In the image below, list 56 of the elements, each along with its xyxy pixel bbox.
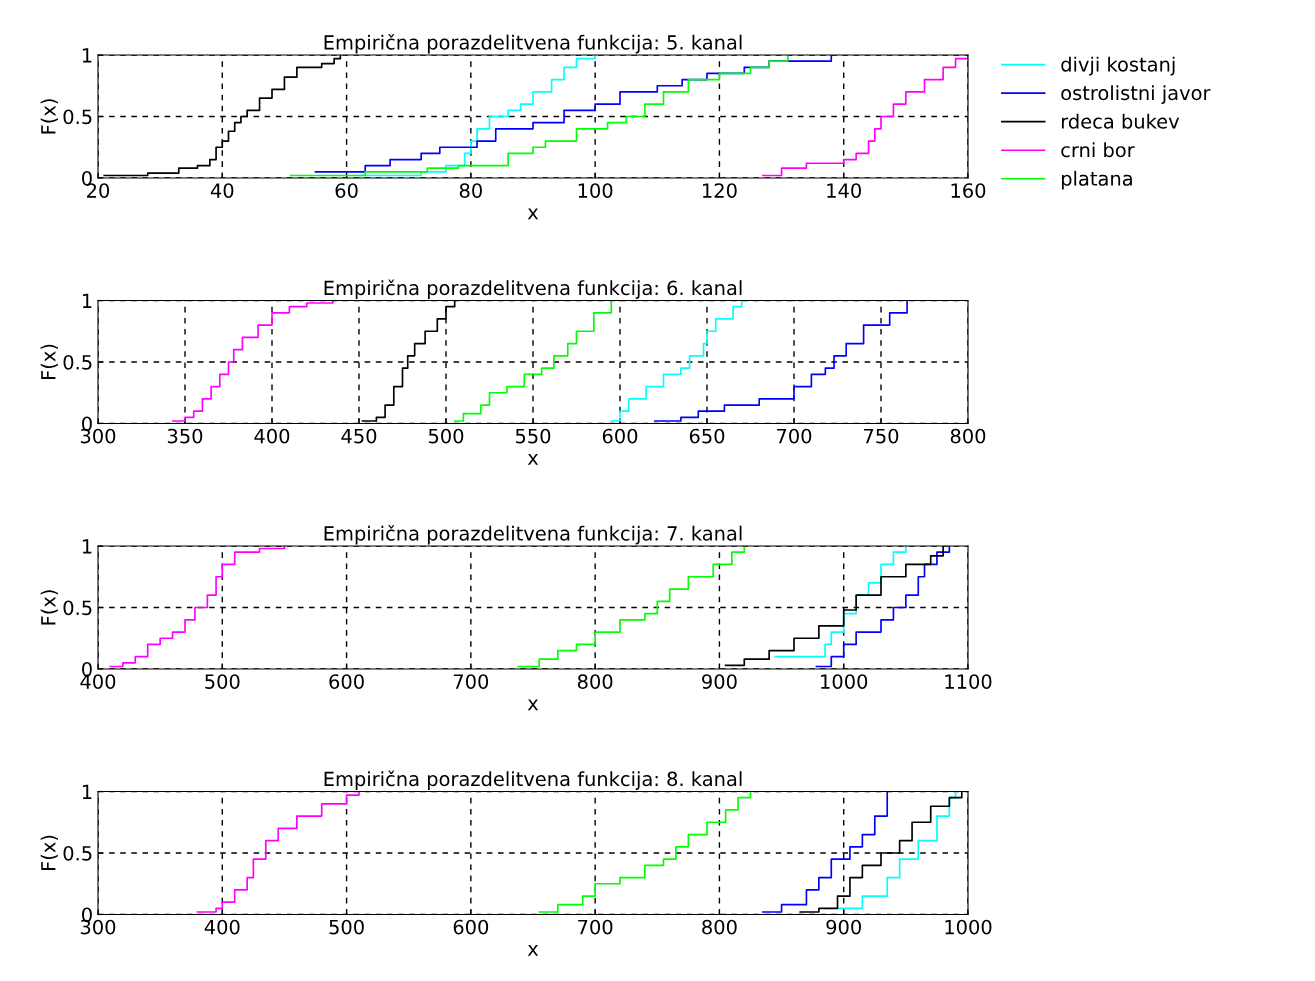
x-tick-label: 800	[577, 674, 613, 689]
x-tick-label: 1100	[945, 674, 992, 689]
x-tick-label: 600	[329, 674, 364, 689]
y-tick-label: 0.5	[63, 600, 92, 616]
x-axis-title: x	[527, 699, 539, 711]
chart-title: Empirična porazdelitvena funkcija: 8. kanal	[324, 770, 742, 790]
y-tick-label: 0.5	[63, 354, 92, 370]
y-tick-label: 1	[82, 784, 92, 799]
x-tick-label: 900	[826, 919, 861, 935]
x-tick-label: 160	[951, 183, 986, 198]
x-tick-label: 800	[702, 919, 737, 935]
x-tick-label: 1000	[945, 919, 992, 935]
x-tick-label: 80	[459, 183, 482, 198]
x-tick-label: 100	[578, 183, 613, 198]
y-tick-label: 0.5	[63, 845, 92, 861]
x-tick-label: 750	[864, 428, 899, 444]
x-tick-label: 1000	[821, 674, 868, 689]
x-tick-label: 350	[167, 428, 203, 444]
x-tick-label: 500	[205, 674, 240, 689]
x-tick-label: 140	[827, 183, 861, 198]
y-tick-label: 1	[82, 293, 92, 308]
y-axis-title: F(x)	[40, 99, 58, 134]
x-tick-label: 60	[335, 183, 358, 198]
x-tick-label: 500	[428, 428, 464, 444]
x-tick-label: 500	[329, 919, 364, 935]
x-tick-label: 800	[950, 428, 986, 444]
legend-label: platana	[1061, 170, 1132, 190]
chart-title: Empirična porazdelitvena funkcija: 6. kanal	[324, 279, 742, 299]
x-tick-label: 700	[777, 428, 812, 444]
x-tick-label: 400	[254, 428, 290, 444]
x-tick-label: 700	[578, 919, 613, 935]
x-axis-title: x	[527, 454, 539, 465]
y-tick-label: 1	[82, 48, 92, 63]
x-tick-label: 650	[689, 428, 725, 444]
chart-title: Empirična porazdelitvena funkcija: 5. kanal	[324, 33, 742, 54]
x-tick-label: 450	[341, 428, 377, 444]
x-axis-title: x	[527, 945, 539, 956]
x-tick-label: 600	[453, 919, 489, 935]
x-tick-label: 400	[204, 919, 240, 935]
y-axis-title: F(x)	[40, 835, 58, 871]
x-tick-label: 600	[602, 428, 638, 444]
x-tick-label: 40	[210, 183, 234, 198]
chart-title: Empirična porazdelitvena funkcija: 7. kanal	[324, 524, 742, 545]
legend-label: crni bor	[1061, 142, 1135, 158]
x-tick-label: 550	[515, 428, 551, 444]
legend-label: divji kostanj	[1061, 56, 1175, 76]
legend-label: ostrolistni javor	[1061, 85, 1211, 104]
y-axis-title: F(x)	[40, 344, 58, 380]
y-tick-label: 1	[82, 539, 92, 554]
y-tick-label: 0.5	[63, 109, 92, 125]
x-tick-label: 700	[453, 674, 489, 689]
legend-label: rdeca bukev	[1061, 113, 1180, 129]
y-axis-title: F(x)	[40, 590, 58, 625]
x-tick-label: 120	[703, 183, 737, 198]
x-axis-title: x	[527, 208, 539, 220]
x-tick-label: 900	[702, 674, 737, 689]
